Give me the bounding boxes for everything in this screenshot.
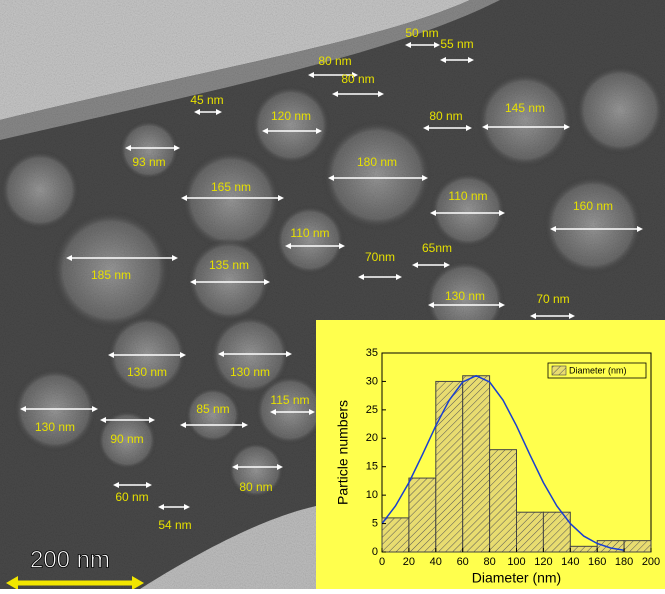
y-axis-title: Particle numbers: [335, 400, 351, 505]
size-label: 130 nm: [445, 289, 485, 303]
size-label: 60 nm: [115, 490, 148, 504]
size-label: 70nm: [365, 250, 395, 264]
size-label: 80 nm: [239, 480, 272, 494]
size-label: 50 nm: [405, 26, 438, 40]
x-axis-title: Diameter (nm): [472, 570, 561, 586]
size-label: 65nm: [422, 241, 452, 255]
size-label: 120 nm: [271, 109, 311, 123]
bar: [382, 518, 409, 552]
bar: [436, 381, 463, 552]
bar: [463, 376, 490, 552]
scale-bar-label: 200 nm: [30, 546, 110, 573]
y-tick-label: 5: [372, 517, 378, 529]
x-tick-label: 60: [457, 556, 469, 568]
size-label: 90 nm: [110, 432, 143, 446]
x-tick-label: 20: [403, 556, 415, 568]
y-tick-label: 0: [372, 546, 378, 558]
micrograph: 50 nm55 nm 80 nm 80 nm 45 nm 120 nm 80 nm 145 …: [0, 0, 665, 589]
size-label: 110 nm: [448, 189, 487, 203]
size-label: 45 nm: [190, 93, 223, 107]
y-tick-label: 30: [366, 375, 378, 387]
size-label: 54 nm: [158, 518, 191, 532]
x-tick-label: 80: [483, 556, 495, 568]
size-label: 130 nm: [35, 420, 75, 434]
y-tick-label: 15: [366, 461, 378, 473]
size-label: 110 nm: [290, 226, 329, 240]
legend-swatch: [552, 366, 566, 375]
size-label: 85 nm: [196, 402, 229, 416]
y-tick-label: 25: [366, 404, 378, 416]
x-tick-label: 160: [588, 556, 606, 568]
legend-label: Diameter (nm): [569, 365, 627, 375]
size-label: 80 nm: [341, 72, 374, 86]
size-label: 185 nm: [91, 268, 131, 282]
x-tick-label: 40: [430, 556, 442, 568]
x-tick-label: 100: [507, 556, 525, 568]
bar: [517, 512, 544, 552]
x-tick-label: 0: [379, 556, 385, 568]
size-label: 135 nm: [209, 258, 249, 272]
size-label: 165 nm: [211, 180, 251, 194]
size-label: 80 nm: [429, 109, 462, 123]
size-label: 93 nm: [132, 155, 165, 169]
x-tick-label: 180: [615, 556, 633, 568]
size-label: 70 nm: [536, 292, 569, 306]
bar: [570, 546, 597, 552]
bar: [409, 478, 436, 552]
x-tick-label: 140: [561, 556, 579, 568]
size-label: 80 nm: [318, 54, 351, 68]
bar: [490, 450, 517, 552]
size-label: 130 nm: [230, 365, 270, 379]
size-label: 145 nm: [505, 101, 545, 115]
y-tick-label: 10: [366, 489, 378, 501]
size-label: 160 nm: [573, 199, 613, 213]
size-label: 130 nm: [127, 365, 167, 379]
y-tick-label: 35: [366, 347, 378, 359]
bar: [624, 541, 651, 552]
x-tick-label: 120: [534, 556, 552, 568]
histogram: 0 5 10 15 20 25 30 35 0 20 40 60 80 100 120 140 160 180 20…: [335, 347, 660, 586]
size-label: 55 nm: [440, 37, 473, 51]
size-label: 180 nm: [357, 155, 397, 169]
x-tick-label: 200: [642, 556, 660, 568]
size-label: 115 nm: [270, 393, 309, 407]
y-tick-label: 20: [366, 432, 378, 444]
